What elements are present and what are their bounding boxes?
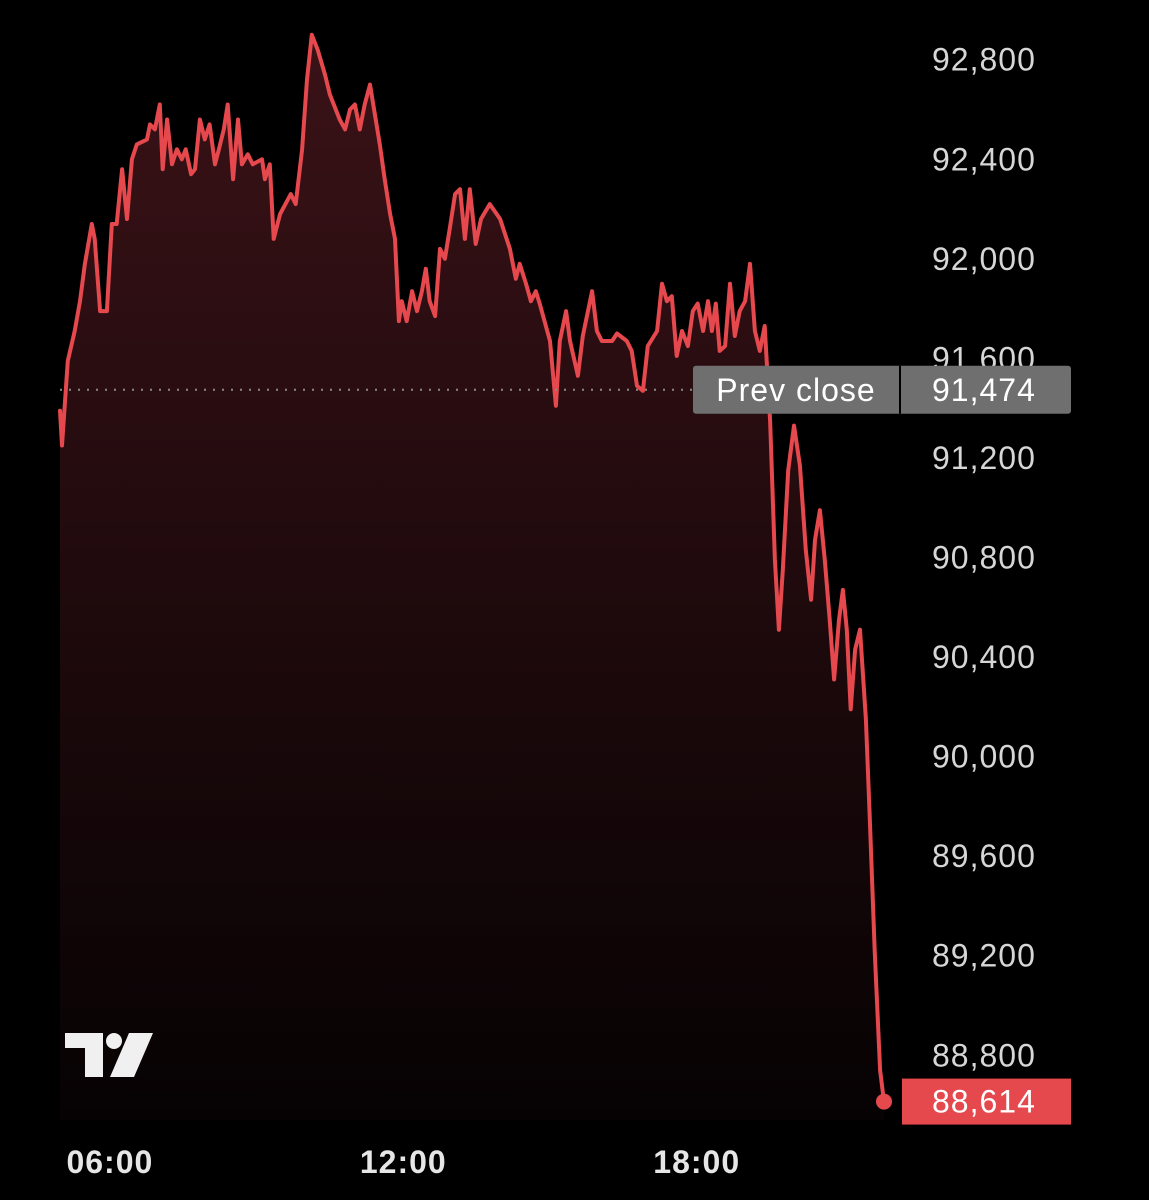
last-price-value: 88,614 (932, 1084, 1036, 1120)
plot-area: 88,800 89,200 89,600 90,000 90,400 90,800 91,2… (58, 32, 1036, 1180)
y-tick-label: 89,600 (932, 838, 1036, 874)
prev-close-badge (693, 365, 1071, 414)
y-tick-label: 90,800 (932, 540, 1036, 576)
x-tick-label: 18:00 (653, 1144, 740, 1180)
x-tick-label: 12:00 (360, 1144, 447, 1180)
last-price-badge (902, 1078, 1071, 1125)
prev-close-label: Prev close (716, 372, 875, 408)
x-tick-label: 06:00 (66, 1144, 153, 1180)
last-point (876, 1093, 892, 1110)
area-fill (60, 34, 884, 1120)
y-tick-label: 92,400 (932, 141, 1036, 177)
y-tick-label: 92,800 (932, 42, 1036, 78)
y-tick-label: 88,800 (932, 1037, 1036, 1073)
y-tick-label: 90,400 (932, 639, 1036, 675)
overlay: Prev close 91,474 88,614 (60, 365, 1071, 1125)
y-tick-label: 89,200 (932, 938, 1036, 974)
prev-close-value: 91,474 (932, 372, 1036, 408)
price-line (58, 32, 886, 1104)
y-tick-label: 92,000 (932, 241, 1036, 277)
y-tick-label: 91,200 (932, 440, 1036, 476)
brand-logo (65, 1033, 153, 1077)
y-tick-label: 90,000 (932, 739, 1036, 775)
